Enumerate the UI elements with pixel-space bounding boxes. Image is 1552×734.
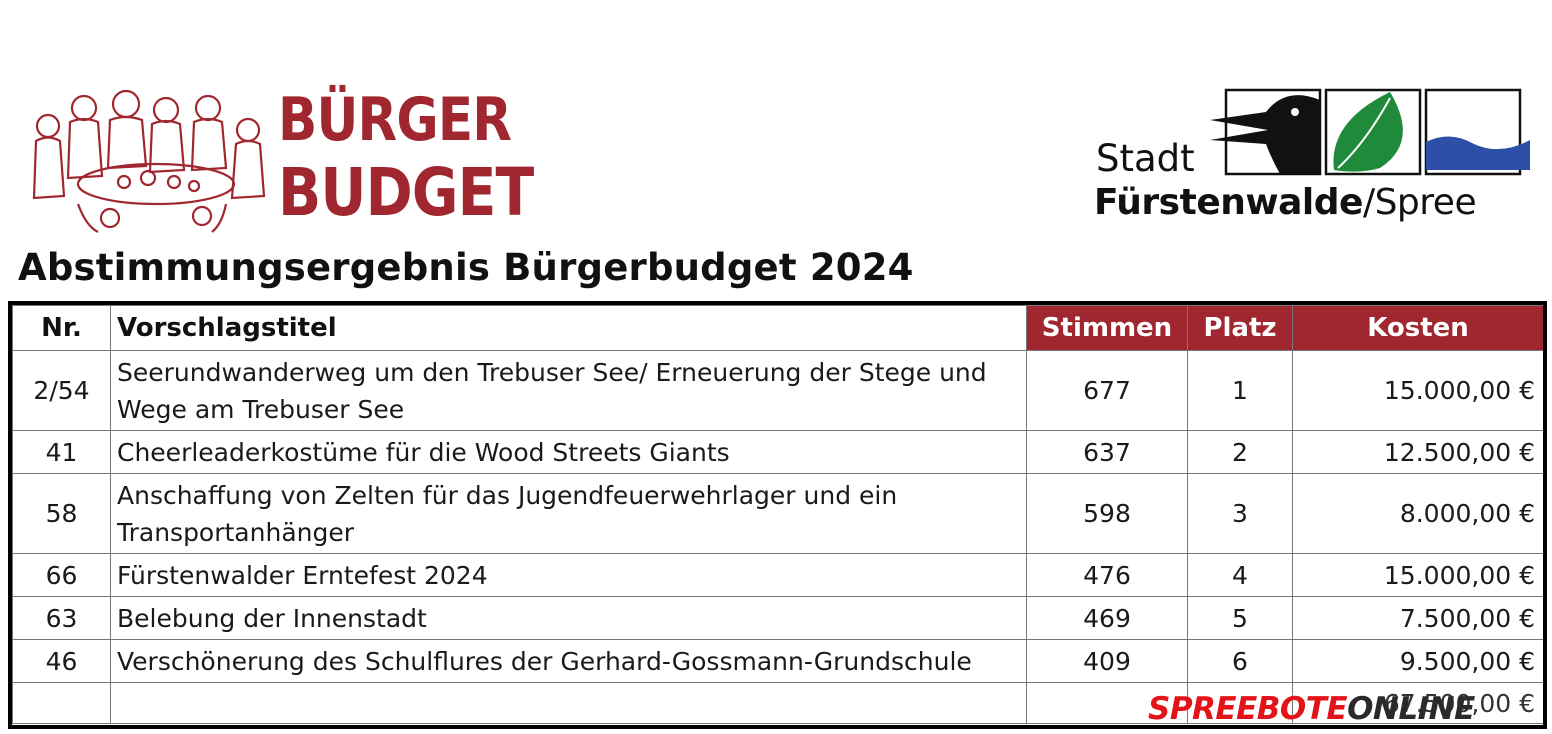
cell-nr: 46 (12, 639, 111, 683)
cell-cost: 15.000,00 € (1292, 553, 1543, 597)
cell-title: Verschönerung des Schulflures der Gerhar… (110, 639, 1027, 683)
cell-empty (1187, 682, 1293, 724)
logo-word-fuerstenwalde: Fürstenwalde (1094, 182, 1363, 223)
cell-votes: 637 (1026, 430, 1188, 474)
cell-cost: 7.500,00 € (1292, 596, 1543, 640)
cell-title: Fürstenwalder Erntefest 2024 (110, 553, 1027, 597)
cell-nr: 41 (12, 430, 111, 474)
logo-city-name: Fürstenwalde/Spree (1094, 182, 1477, 223)
cell-title: Belebung der Innenstadt (110, 596, 1027, 640)
cell-votes: 476 (1026, 553, 1188, 597)
table-row: 58 Anschaffung von Zelten für das Jugend… (12, 473, 1543, 554)
header-cost: Kosten (1292, 305, 1543, 351)
cell-rank: 6 (1187, 639, 1293, 683)
stadt-fuerstenwalde-logo: Stadt Fürstenwalde/Spree (1090, 82, 1535, 232)
cell-cost: 15.000,00 € (1292, 350, 1543, 431)
cell-empty (110, 682, 1027, 724)
logo-word-buerger: BÜRGER (278, 85, 512, 155)
cell-title: Cheerleaderkostüme für die Wood Streets … (110, 430, 1027, 474)
cell-rank: 4 (1187, 553, 1293, 597)
cell-empty (12, 682, 111, 724)
results-table-container: Nr. Vorschlagstitel Stimmen Platz Kosten… (8, 301, 1547, 729)
logo-word-spree: /Spree (1362, 182, 1477, 223)
header-rank: Platz (1187, 305, 1293, 351)
cell-rank: 2 (1187, 430, 1293, 474)
cell-title: Seerundwanderweg um den Trebuser See/ Er… (110, 350, 1027, 431)
cell-rank: 3 (1187, 473, 1293, 554)
table-row: 46 Verschönerung des Schulflures der Ger… (12, 639, 1543, 683)
page-title: Abstimmungsergebnis Bürgerbudget 2024 (18, 246, 914, 289)
cell-cost: 12.500,00 € (1292, 430, 1543, 474)
logo-word-budget: BUDGET (278, 154, 534, 231)
table-row: 63 Belebung der Innenstadt 469 5 7.500,0… (12, 596, 1543, 640)
buergerbudget-logo: BÜRGER BUDGET (26, 86, 546, 236)
header-nr: Nr. (12, 305, 111, 351)
table-header-row: Nr. Vorschlagstitel Stimmen Platz Kosten (12, 305, 1543, 351)
cell-nr: 2/54 (12, 350, 111, 431)
cell-cost: 9.500,00 € (1292, 639, 1543, 683)
coat-of-arms-icon (1210, 88, 1530, 176)
logo-word-stadt: Stadt (1096, 137, 1195, 180)
people-illustration-icon (32, 89, 266, 233)
table-total-row: 67.500,00 € (12, 682, 1543, 724)
table-row: 2/54 Seerundwanderweg um den Trebuser Se… (12, 350, 1543, 431)
cell-votes: 598 (1026, 473, 1188, 554)
cell-rank: 5 (1187, 596, 1293, 640)
table-row: 41 Cheerleaderkostüme für die Wood Stree… (12, 430, 1543, 474)
table-row: 66 Fürstenwalder Erntefest 2024 476 4 15… (12, 553, 1543, 597)
results-table: Nr. Vorschlagstitel Stimmen Platz Kosten… (12, 305, 1543, 724)
watermark-online: ONLINE (1347, 691, 1475, 727)
cell-votes: 677 (1026, 350, 1188, 431)
watermark-spreebote: SPREEBOTE (1148, 691, 1348, 727)
cell-total-cost: 67.500,00 € (1292, 682, 1543, 724)
spreebote-watermark: SPREEBOTEONLINE (1148, 691, 1475, 727)
cell-nr: 58 (12, 473, 111, 554)
cell-nr: 66 (12, 553, 111, 597)
cell-cost: 8.000,00 € (1292, 473, 1543, 554)
cell-title: Anschaffung von Zelten für das Jugendfeu… (110, 473, 1027, 554)
cell-votes: 409 (1026, 639, 1188, 683)
cell-nr: 63 (12, 596, 111, 640)
cell-rank: 1 (1187, 350, 1293, 431)
header-votes: Stimmen (1026, 305, 1188, 351)
cell-votes: 469 (1026, 596, 1188, 640)
header-title: Vorschlagstitel (110, 305, 1027, 351)
